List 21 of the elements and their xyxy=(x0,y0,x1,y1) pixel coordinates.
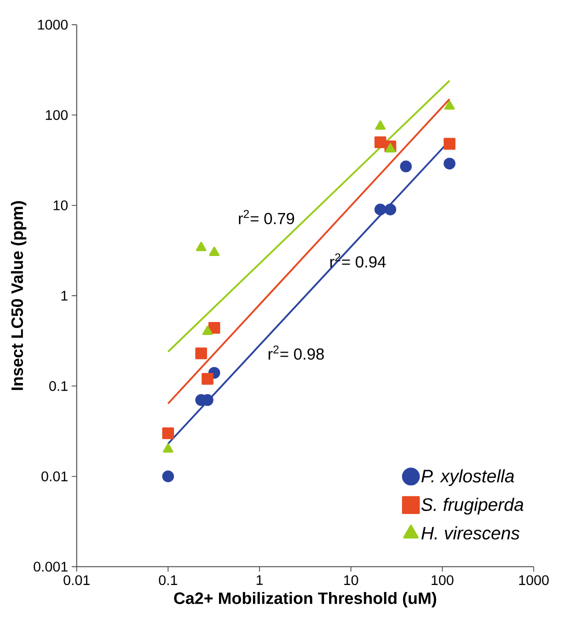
x-tick-label: 0.1 xyxy=(158,575,178,586)
legend-label: P. xylostella xyxy=(421,469,514,486)
y-tick-label: 100 xyxy=(46,110,68,120)
legend-label: S. frugiperda xyxy=(421,498,524,515)
x-tick-label: 0.01 xyxy=(64,575,90,586)
y-tick-label: 0.001 xyxy=(34,562,68,572)
y-tick-label: 1 xyxy=(61,290,68,301)
y-tick-label: 1000 xyxy=(38,20,68,30)
x-tick-label: 10 xyxy=(344,575,358,586)
x-tick-label: 100 xyxy=(432,575,454,586)
y-axis-title: Insect LC50 Value (ppm) xyxy=(10,201,26,390)
annotation: r$^{2}$= 0.79 xyxy=(238,210,294,224)
x-tick-label: 1 xyxy=(256,575,263,585)
legend-label: H. virescens xyxy=(421,526,520,540)
annotation: r$^{2}$= 0.94 xyxy=(330,253,386,268)
x-axis-title: Ca2+ Mobilization Threshold (uM) xyxy=(174,592,436,608)
x-tick-label: 1000 xyxy=(519,575,549,586)
y-tick-label: 10 xyxy=(54,200,68,210)
y-tick-label: 0.01 xyxy=(42,471,68,482)
annotation: r$^{2}$= 0.98 xyxy=(268,345,324,360)
y-tick-label: 0.1 xyxy=(49,381,68,391)
